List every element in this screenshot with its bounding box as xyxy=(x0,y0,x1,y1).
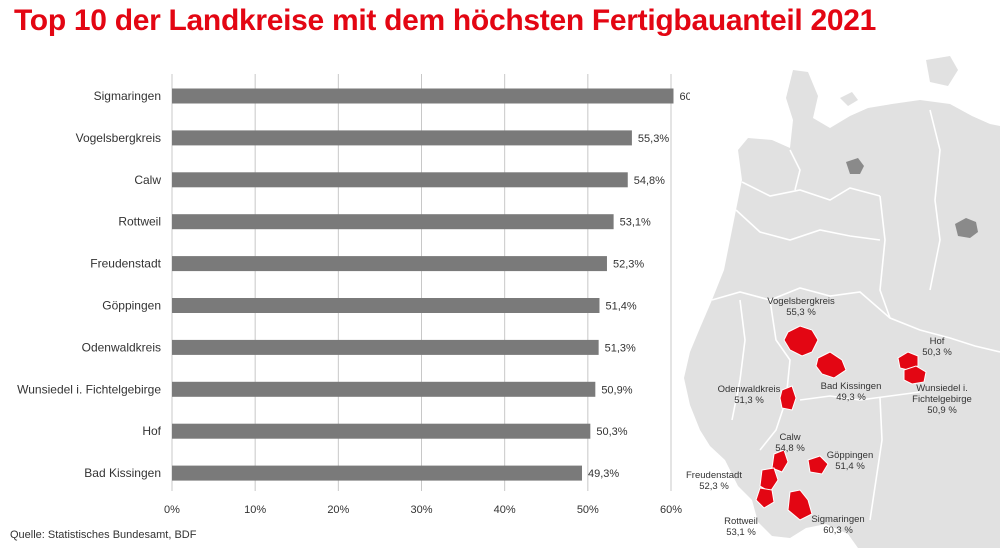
map-label: Bad Kissingen 49,3 % xyxy=(821,381,882,403)
map-label-line: Göppingen xyxy=(827,450,873,461)
map-label: Rottweil 53,1 % xyxy=(724,516,758,538)
region-vogelsbergkreis xyxy=(783,325,819,357)
bar xyxy=(172,339,599,355)
chart-title: Top 10 der Landkreise mit dem höchsten F… xyxy=(14,4,876,37)
x-tick-label: 60% xyxy=(660,504,682,516)
map-label-line: 53,1 % xyxy=(726,527,756,538)
x-tick-label: 10% xyxy=(244,504,266,516)
bar xyxy=(172,381,596,397)
map-label: Calw 54,8 % xyxy=(775,432,805,454)
map-label-line: 51,3 % xyxy=(734,395,764,406)
region-goeppingen xyxy=(807,455,829,475)
map-label-line: Bad Kissingen xyxy=(821,381,882,392)
map-labels: Vogelsbergkreis 55,3 % Hof 50,3 % Bad Kissin… xyxy=(686,296,972,538)
category-label: Bad Kissingen xyxy=(84,466,161,480)
value-label: 51,4% xyxy=(605,301,636,313)
map-label-line: 54,8 % xyxy=(775,443,805,454)
map-borders xyxy=(711,109,1000,521)
bar-chart: 0% 10% 20% 30% 40% 50% 60% Sigmaringen 60,3% Voge… xyxy=(17,74,690,516)
labels: 0% 10% 20% 30% 40% 50% 60% Sigmaringen 60,3% Voge… xyxy=(17,89,690,516)
bar xyxy=(172,256,607,272)
region-calw xyxy=(771,449,789,473)
value-label: 60,3% xyxy=(679,91,690,103)
map-label-line: Wunsiedel i. xyxy=(916,383,968,394)
map-label: Hof 50,3 % xyxy=(922,336,952,358)
map-label: Freudenstadt 52,3 % xyxy=(686,470,742,492)
x-tick-label: 20% xyxy=(327,504,349,516)
map-label-line: Sigmaringen xyxy=(811,514,864,525)
bars xyxy=(172,88,674,481)
source-note: Quelle: Statistisches Bundesamt, BDF xyxy=(10,529,197,541)
map-label-line: Hof xyxy=(930,336,945,347)
map-label-line: 60,3 % xyxy=(823,525,853,536)
value-label: 52,3% xyxy=(613,259,644,271)
hamburg-shape xyxy=(846,158,864,174)
map-label-line: 50,9 % xyxy=(927,405,957,416)
map-label-line: 51,4 % xyxy=(835,461,865,472)
category-label: Vogelsbergkreis xyxy=(76,131,161,145)
berlin-shape xyxy=(955,218,978,238)
value-label: 51,3% xyxy=(605,342,636,354)
region-freudenstadt xyxy=(759,467,779,493)
category-label: Hof xyxy=(142,424,161,438)
map-label-line: 52,3 % xyxy=(699,481,729,492)
value-label: 50,9% xyxy=(601,384,632,396)
map-island xyxy=(840,92,858,106)
x-tick-label: 50% xyxy=(577,504,599,516)
map-label-line: Fichtelgebirge xyxy=(912,394,972,405)
value-label: 50,3% xyxy=(596,426,627,438)
map-label-line: 50,3 % xyxy=(922,347,952,358)
map-label-line: Freudenstadt xyxy=(686,470,742,481)
region-rottweil xyxy=(755,487,775,509)
map-label: Göppingen 51,4 % xyxy=(827,450,873,472)
region-wunsiedel xyxy=(903,365,927,385)
bar xyxy=(172,130,632,146)
value-label: 49,3% xyxy=(588,468,619,480)
map-label-line: 49,3 % xyxy=(836,392,866,403)
bar xyxy=(172,465,583,481)
region-sigmaringen xyxy=(787,489,813,521)
category-label: Calw xyxy=(134,173,161,187)
map-island xyxy=(926,56,958,86)
bar xyxy=(172,172,628,188)
map-label-line: Rottweil xyxy=(724,516,758,527)
map-label: Sigmaringen 60,3 % xyxy=(811,514,864,536)
value-label: 53,1% xyxy=(620,217,651,229)
map-label-line: Vogelsbergkreis xyxy=(767,296,835,307)
category-label: Wunsiedel i. Fichtelgebirge xyxy=(17,382,161,396)
map-label-line: 55,3 % xyxy=(786,307,816,318)
map-label: Wunsiedel i. Fichtelgebirge 50,9 % xyxy=(912,383,972,416)
bar xyxy=(172,423,591,439)
map-land xyxy=(684,70,1000,548)
bar xyxy=(172,298,600,313)
map-label-line: Odenwaldkreis xyxy=(718,384,781,395)
bar xyxy=(172,214,614,230)
map-label: Odenwaldkreis 51,3 % xyxy=(718,384,781,406)
map-label-line: Calw xyxy=(779,432,800,443)
bar xyxy=(172,88,674,104)
category-label: Rottweil xyxy=(118,215,161,229)
map-label: Vogelsbergkreis 55,3 % xyxy=(767,296,835,318)
highlighted-districts xyxy=(755,325,927,521)
category-label: Göppingen xyxy=(102,299,161,313)
x-tick-label: 0% xyxy=(164,504,180,516)
category-label: Odenwaldkreis xyxy=(82,340,161,354)
category-label: Sigmaringen xyxy=(94,89,161,103)
region-odenwaldkreis xyxy=(779,385,797,411)
region-bad-kissingen xyxy=(815,351,847,379)
category-label: Freudenstadt xyxy=(90,257,161,271)
value-label: 55,3% xyxy=(638,133,669,145)
region-hof xyxy=(897,351,919,371)
x-tick-label: 30% xyxy=(410,504,432,516)
x-tick-label: 40% xyxy=(494,504,516,516)
value-label: 54,8% xyxy=(634,175,665,187)
